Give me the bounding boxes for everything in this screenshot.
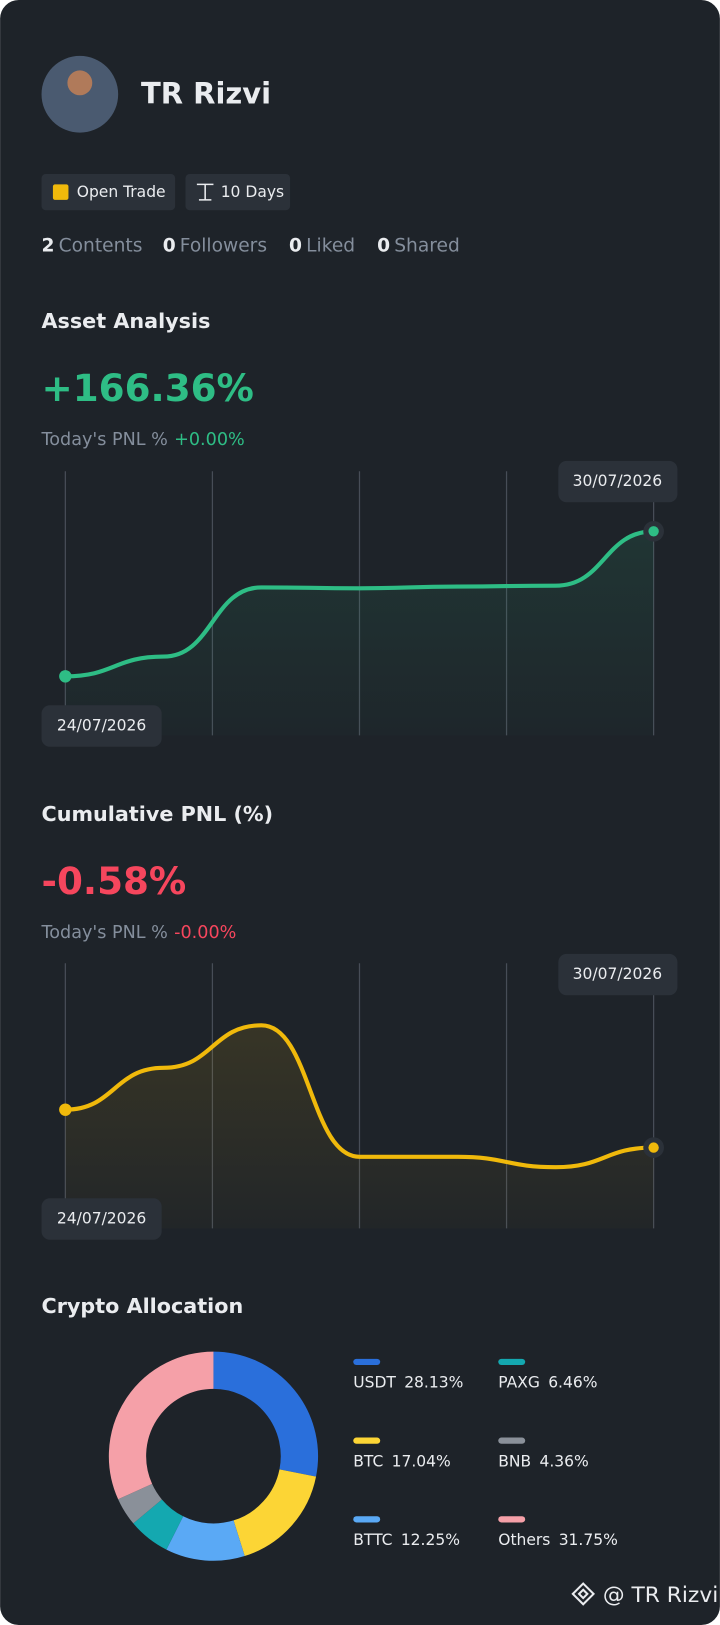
legend-entry: BNB 4.36% (498, 1452, 588, 1470)
stat: 0 Liked (289, 235, 355, 256)
section-title: Cumulative PNL (%) (42, 802, 274, 826)
badge-icon (196, 183, 214, 201)
legend-name: BNB (498, 1452, 531, 1470)
stat-label: Liked (306, 235, 355, 256)
legend-swatch (498, 1358, 526, 1366)
tooltip (558, 953, 678, 996)
legend-value: 28.13% (404, 1373, 463, 1391)
headline: +166.36% (42, 366, 254, 410)
badge-text: Open Trade (77, 183, 166, 201)
end-date: 30/07/2026 (573, 965, 662, 983)
point (59, 1103, 72, 1116)
legend-swatch (498, 1437, 526, 1444)
donut-slice (108, 1351, 215, 1500)
start-date: 24/07/2026 (57, 717, 146, 735)
end-date: 30/07/2026 (573, 472, 662, 490)
legend-entry: USDT 28.13% (353, 1373, 463, 1391)
legend-swatch (353, 1358, 381, 1366)
legend-entry: PAXG 6.46% (498, 1373, 597, 1391)
donut-slice (166, 1515, 245, 1561)
badge-text: 10 Days (221, 183, 284, 201)
legend-name: BTTC (353, 1531, 392, 1549)
tooltip (41, 705, 162, 747)
line (65, 1023, 654, 1170)
line (65, 529, 654, 679)
legend-value: 17.04% (392, 1452, 451, 1470)
avatar-face (67, 70, 93, 96)
today-label: Today's PNL % (41, 430, 168, 450)
legend-entry: BTC 17.04% (353, 1452, 451, 1470)
point (648, 526, 659, 537)
stat: 0 Followers (163, 235, 267, 256)
stat-value: 0 (163, 235, 176, 256)
watermark: @ TR Rizvi (603, 1583, 718, 1608)
headline: -0.58% (42, 859, 187, 903)
stat: 0 Shared (377, 235, 460, 256)
tooltip (558, 460, 678, 503)
legend-swatch (353, 1437, 381, 1444)
legend-value: 12.25% (401, 1531, 460, 1549)
profile-name: TR Rizvi (141, 76, 271, 110)
stat-value: 0 (377, 235, 390, 256)
legend-name: USDT (353, 1373, 396, 1391)
badge-icon (52, 184, 69, 200)
donut-slice (133, 1498, 184, 1550)
stat-label: Followers (180, 235, 267, 256)
area (65, 531, 654, 736)
legend-name: BTC (353, 1452, 383, 1470)
point (59, 670, 72, 683)
logo (571, 1582, 596, 1606)
legend-value: 31.75% (559, 1531, 618, 1549)
stat-label: Shared (394, 235, 460, 256)
today-value: -0.00% (174, 923, 236, 943)
start-date: 24/07/2026 (57, 1210, 146, 1228)
today-line: Today's PNL % +0.00% (41, 430, 245, 450)
today-value: +0.00% (174, 430, 245, 450)
section-title: Crypto Allocation (42, 1294, 244, 1318)
stat-value: 0 (289, 235, 302, 256)
legend-value: 4.36% (539, 1452, 588, 1470)
donut-slice (118, 1483, 163, 1524)
point (648, 1142, 659, 1153)
legend-swatch (498, 1516, 526, 1523)
tooltip (41, 1198, 162, 1240)
stat-value: 2 (42, 235, 55, 256)
donut-slice (212, 1351, 319, 1477)
badge (185, 173, 291, 211)
legend-entry: Others 31.75% (498, 1531, 618, 1549)
stat-label: Contents (59, 235, 143, 256)
badge (41, 173, 176, 211)
legend-entry: BTTC 12.25% (353, 1531, 460, 1549)
stat: 2 Contents (42, 235, 143, 256)
legend-name: Others (498, 1531, 550, 1549)
legend-swatch (353, 1516, 381, 1523)
section-title: Asset Analysis (42, 309, 211, 333)
legend-value: 6.46% (548, 1373, 597, 1391)
donut-slice (232, 1468, 317, 1557)
today-line: Today's PNL % -0.00% (41, 923, 237, 943)
legend-name: PAXG (498, 1373, 540, 1391)
today-label: Today's PNL % (41, 923, 168, 943)
area (65, 1025, 654, 1229)
